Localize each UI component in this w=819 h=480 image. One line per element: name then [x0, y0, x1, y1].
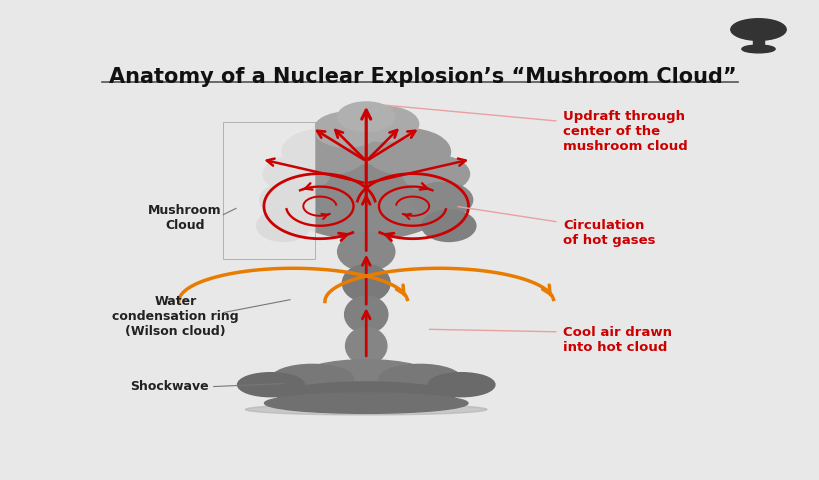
Ellipse shape	[428, 372, 495, 396]
Ellipse shape	[342, 264, 390, 301]
Ellipse shape	[277, 382, 455, 409]
Ellipse shape	[730, 19, 785, 40]
Ellipse shape	[402, 156, 469, 192]
Text: Anatomy of a Nuclear Explosion’s “Mushroom Cloud”: Anatomy of a Nuclear Explosion’s “Mushro…	[109, 67, 735, 87]
Ellipse shape	[345, 327, 387, 364]
Ellipse shape	[378, 364, 461, 394]
Ellipse shape	[297, 360, 434, 395]
Ellipse shape	[270, 364, 353, 394]
Ellipse shape	[256, 210, 310, 241]
Ellipse shape	[421, 210, 475, 241]
Ellipse shape	[263, 156, 329, 192]
Ellipse shape	[321, 118, 410, 164]
Ellipse shape	[314, 112, 380, 147]
Text: Mushroom
Cloud: Mushroom Cloud	[148, 204, 222, 232]
Ellipse shape	[270, 138, 461, 240]
Ellipse shape	[337, 102, 395, 132]
Ellipse shape	[364, 129, 450, 175]
Text: Updraft through
center of the
mushroom cloud: Updraft through center of the mushroom c…	[563, 110, 687, 153]
Ellipse shape	[260, 182, 319, 217]
Text: Circulation
of hot gases: Circulation of hot gases	[563, 219, 655, 247]
Ellipse shape	[282, 129, 368, 175]
Ellipse shape	[741, 45, 774, 53]
Ellipse shape	[337, 232, 395, 271]
Text: Cool air drawn
into hot cloud: Cool air drawn into hot cloud	[563, 326, 672, 354]
Ellipse shape	[265, 393, 468, 413]
Bar	[223, 122, 315, 259]
Text: Water
condensation ring
(Wilson cloud): Water condensation ring (Wilson cloud)	[112, 295, 238, 338]
Ellipse shape	[245, 404, 486, 415]
Ellipse shape	[344, 296, 387, 333]
Bar	[752, 33, 763, 49]
Ellipse shape	[238, 372, 304, 396]
Ellipse shape	[412, 182, 472, 217]
Ellipse shape	[351, 107, 419, 142]
Text: Shockwave: Shockwave	[129, 380, 208, 393]
